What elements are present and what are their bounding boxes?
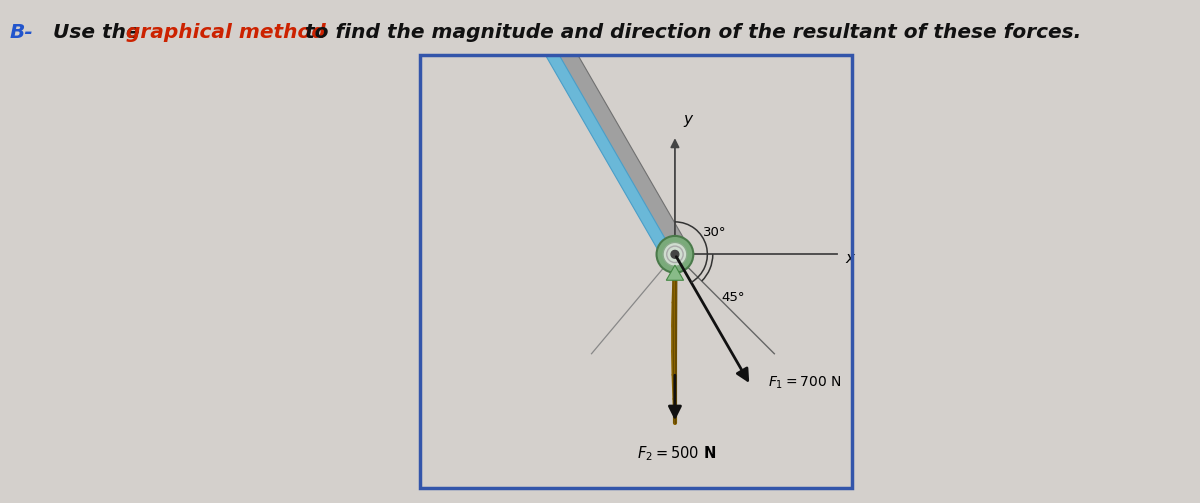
Circle shape (664, 242, 686, 266)
Text: 30°: 30° (703, 226, 726, 239)
Text: graphical method: graphical method (126, 23, 325, 42)
Circle shape (656, 236, 694, 273)
Text: to find the magnitude and direction of the resultant of these forces.: to find the magnitude and direction of t… (298, 23, 1081, 42)
Text: Use the: Use the (46, 23, 146, 42)
Text: 45°: 45° (721, 291, 745, 304)
Polygon shape (524, 0, 689, 257)
Text: y: y (684, 112, 692, 127)
Text: B-: B- (10, 23, 34, 42)
Polygon shape (666, 265, 684, 280)
Text: $F_1 = 700$ N: $F_1 = 700$ N (768, 375, 841, 391)
Polygon shape (476, 0, 570, 25)
Text: x: x (846, 251, 854, 266)
Circle shape (671, 250, 679, 258)
Polygon shape (518, 2, 674, 261)
Text: $F_2 = 500$ N: $F_2 = 500$ N (637, 445, 716, 463)
